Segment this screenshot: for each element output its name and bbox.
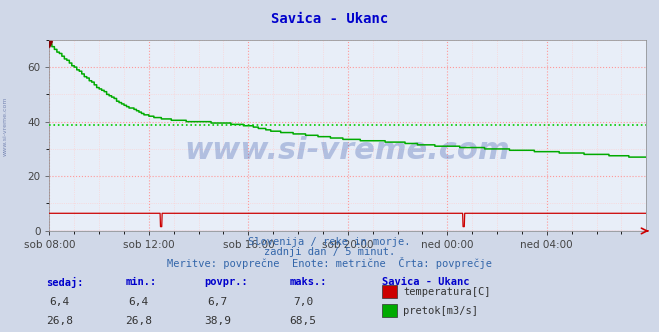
Text: 26,8: 26,8 bbox=[46, 316, 72, 326]
Text: 26,8: 26,8 bbox=[125, 316, 152, 326]
Text: min.:: min.: bbox=[125, 277, 156, 287]
Text: Savica - Ukanc: Savica - Ukanc bbox=[382, 277, 470, 287]
Text: Slovenija / reke in morje.: Slovenija / reke in morje. bbox=[248, 237, 411, 247]
Text: 6,4: 6,4 bbox=[129, 297, 148, 307]
Text: povpr.:: povpr.: bbox=[204, 277, 248, 287]
Text: temperatura[C]: temperatura[C] bbox=[403, 287, 491, 297]
Text: Meritve: povprečne  Enote: metrične  Črta: povprečje: Meritve: povprečne Enote: metrične Črta:… bbox=[167, 257, 492, 269]
Text: Savica - Ukanc: Savica - Ukanc bbox=[271, 12, 388, 26]
Text: www.si-vreme.com: www.si-vreme.com bbox=[185, 136, 511, 165]
Text: 6,4: 6,4 bbox=[49, 297, 69, 307]
Text: maks.:: maks.: bbox=[290, 277, 328, 287]
Text: 6,7: 6,7 bbox=[208, 297, 227, 307]
Text: pretok[m3/s]: pretok[m3/s] bbox=[403, 306, 478, 316]
Text: zadnji dan / 5 minut.: zadnji dan / 5 minut. bbox=[264, 247, 395, 257]
Text: 38,9: 38,9 bbox=[204, 316, 231, 326]
Text: 68,5: 68,5 bbox=[290, 316, 316, 326]
Text: 7,0: 7,0 bbox=[293, 297, 313, 307]
Text: www.si-vreme.com: www.si-vreme.com bbox=[3, 96, 8, 156]
Text: sedaj:: sedaj: bbox=[46, 277, 84, 288]
